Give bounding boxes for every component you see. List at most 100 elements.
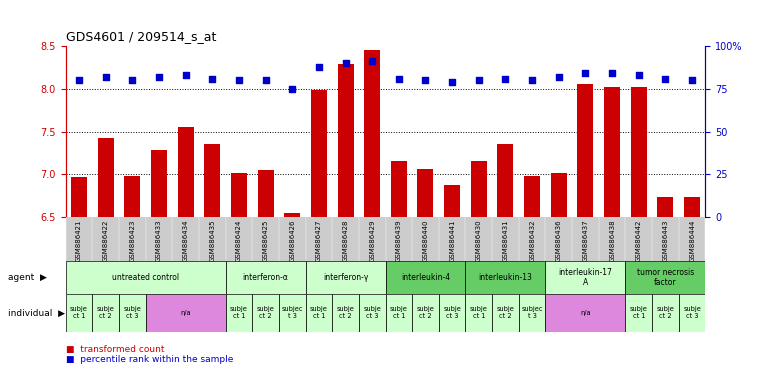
Bar <box>466 261 545 294</box>
Point <box>606 70 618 76</box>
Text: GSM886444: GSM886444 <box>689 219 695 262</box>
Point <box>500 76 512 82</box>
Text: GSM886432: GSM886432 <box>529 219 535 262</box>
Text: GSM886427: GSM886427 <box>316 219 322 262</box>
Text: subjec
t 3: subjec t 3 <box>521 306 543 319</box>
Point <box>259 77 271 83</box>
Point <box>686 77 699 83</box>
Text: GSM886428: GSM886428 <box>342 219 348 262</box>
Bar <box>177 127 194 217</box>
Bar <box>71 177 87 217</box>
Bar <box>386 294 412 332</box>
Point <box>553 74 565 80</box>
Point <box>153 74 165 80</box>
Point <box>392 76 405 82</box>
Bar <box>279 294 305 332</box>
Text: interferon-γ: interferon-γ <box>323 273 369 282</box>
Bar <box>439 294 466 332</box>
Bar <box>151 150 167 217</box>
Bar <box>519 294 546 332</box>
Text: GSM886439: GSM886439 <box>396 219 402 262</box>
Bar <box>418 169 433 217</box>
Text: subje
ct 1: subje ct 1 <box>470 306 488 319</box>
Bar <box>577 84 594 217</box>
Point <box>659 76 672 82</box>
Bar <box>684 197 700 217</box>
Bar <box>546 261 625 294</box>
Bar <box>311 89 327 217</box>
Text: GSM886434: GSM886434 <box>183 219 189 262</box>
Point <box>126 77 138 83</box>
Text: interleukin-17
A: interleukin-17 A <box>558 268 612 287</box>
Text: GSM886442: GSM886442 <box>636 219 641 262</box>
Bar <box>604 87 620 217</box>
Text: untreated control: untreated control <box>112 273 179 282</box>
Bar <box>225 294 252 332</box>
Text: GSM886430: GSM886430 <box>476 219 482 262</box>
Text: GSM886436: GSM886436 <box>556 219 562 262</box>
Text: subje
ct 1: subje ct 1 <box>630 306 648 319</box>
Bar <box>497 144 513 217</box>
Point <box>286 86 298 92</box>
Bar <box>658 197 674 217</box>
Bar <box>258 170 274 217</box>
Text: individual  ▶: individual ▶ <box>8 308 65 318</box>
Text: subje
ct 2: subje ct 2 <box>657 306 675 319</box>
Text: subje
ct 1: subje ct 1 <box>390 306 408 319</box>
Text: GSM886421: GSM886421 <box>76 219 82 262</box>
Bar <box>492 294 519 332</box>
Text: GSM886423: GSM886423 <box>130 219 135 262</box>
Text: subjec
t 3: subjec t 3 <box>281 306 303 319</box>
Bar <box>332 294 359 332</box>
Text: GSM886433: GSM886433 <box>156 219 162 262</box>
Text: GDS4601 / 209514_s_at: GDS4601 / 209514_s_at <box>66 30 216 43</box>
Text: n/a: n/a <box>180 310 191 316</box>
Text: GSM886437: GSM886437 <box>582 219 588 262</box>
Text: subje
ct 2: subje ct 2 <box>497 306 514 319</box>
Bar <box>412 294 439 332</box>
Bar <box>124 176 140 217</box>
Bar <box>231 172 247 217</box>
Bar <box>225 261 305 294</box>
Text: subje
ct 3: subje ct 3 <box>363 306 381 319</box>
Text: GSM886425: GSM886425 <box>262 219 268 262</box>
Bar <box>93 294 119 332</box>
Text: GSM886441: GSM886441 <box>449 219 455 262</box>
Text: GSM886431: GSM886431 <box>503 219 509 262</box>
Text: GSM886426: GSM886426 <box>289 219 295 262</box>
Bar <box>284 213 300 217</box>
Text: interleukin-13: interleukin-13 <box>479 273 533 282</box>
Bar <box>359 294 386 332</box>
Text: ■  transformed count: ■ transformed count <box>66 345 164 354</box>
Text: subje
ct 3: subje ct 3 <box>443 306 461 319</box>
Point <box>526 77 538 83</box>
Text: subje
ct 3: subje ct 3 <box>123 306 141 319</box>
Bar <box>305 294 332 332</box>
Bar <box>146 294 225 332</box>
Bar <box>66 261 226 294</box>
Text: agent  ▶: agent ▶ <box>8 273 46 282</box>
Point <box>339 60 352 66</box>
Point <box>579 70 591 76</box>
Text: subje
ct 2: subje ct 2 <box>257 306 274 319</box>
Bar <box>524 176 540 217</box>
Point <box>366 58 379 65</box>
Bar <box>252 294 279 332</box>
Point <box>233 77 245 83</box>
Bar <box>550 172 567 217</box>
Bar <box>386 261 466 294</box>
Text: GSM886443: GSM886443 <box>662 219 668 262</box>
Bar <box>97 138 113 217</box>
Text: subje
ct 2: subje ct 2 <box>337 306 355 319</box>
Bar <box>444 185 460 217</box>
Text: GSM886438: GSM886438 <box>609 219 615 262</box>
Bar <box>678 294 705 332</box>
Bar <box>471 161 487 217</box>
Text: GSM886424: GSM886424 <box>236 219 242 262</box>
Text: subje
ct 2: subje ct 2 <box>416 306 434 319</box>
Text: tumor necrosis
factor: tumor necrosis factor <box>637 268 694 287</box>
Point <box>446 79 458 85</box>
Bar <box>119 294 146 332</box>
Point <box>72 77 85 83</box>
Bar <box>546 294 625 332</box>
